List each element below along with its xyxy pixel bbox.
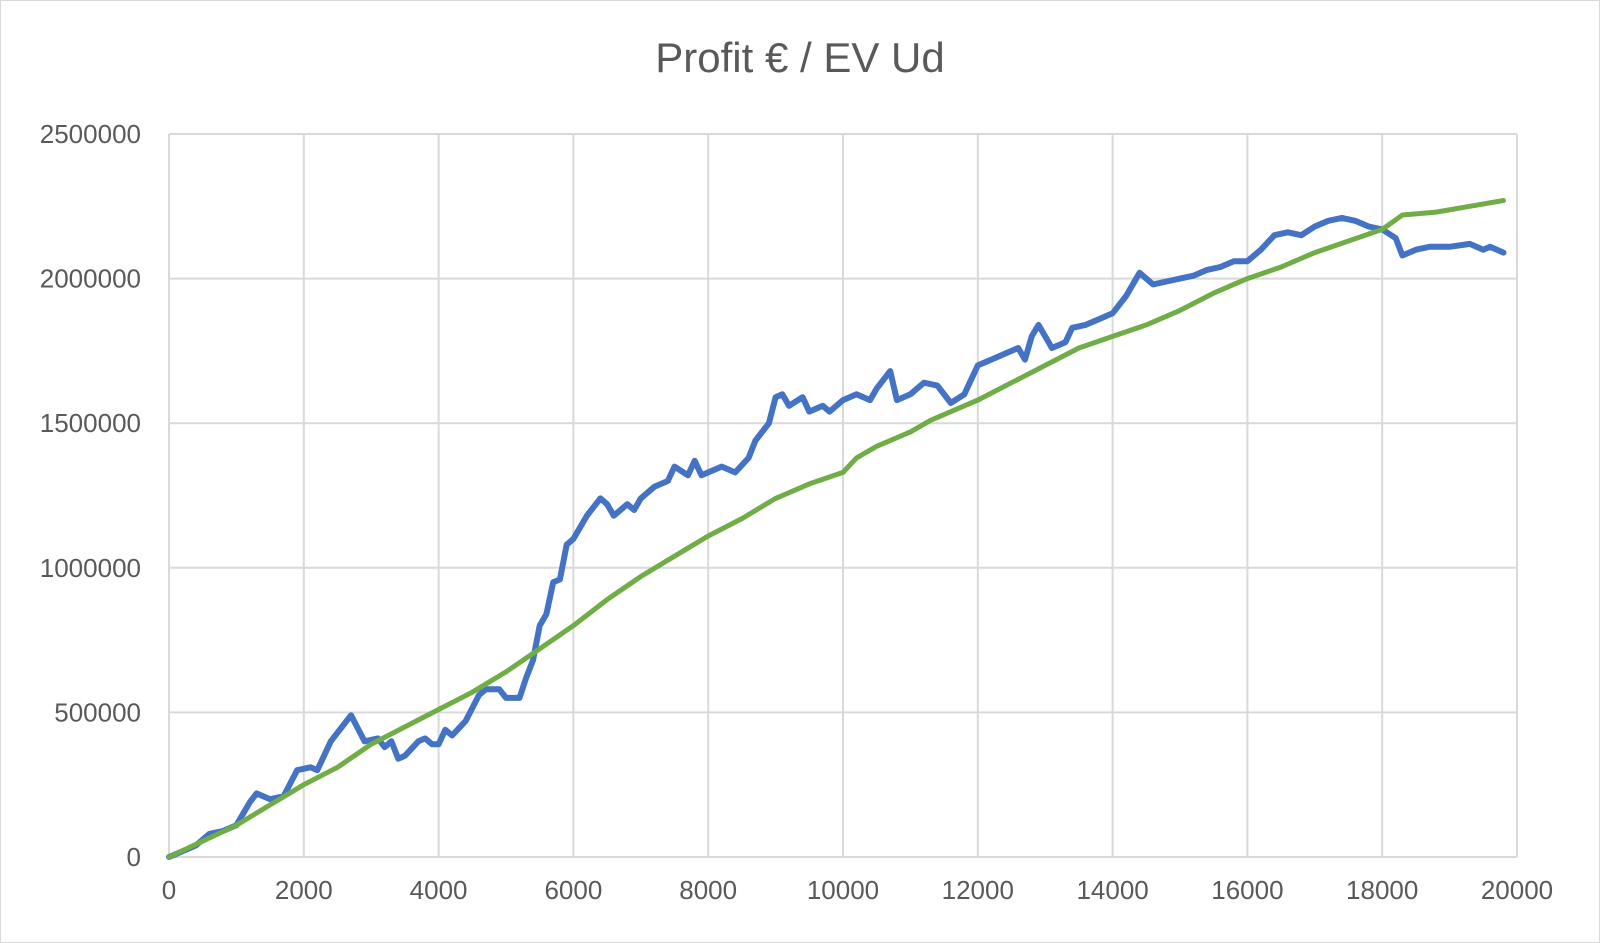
x-tick-label: 16000 [1211,875,1283,905]
series-lines [166,198,1507,860]
y-tick-label: 2500000 [40,119,141,149]
y-tick-label: 1500000 [40,408,141,438]
x-tick-label: 2000 [275,875,333,905]
x-tick-label: 12000 [942,875,1014,905]
x-tick-label: 6000 [544,875,602,905]
y-axis-ticks: 0 500000 1000000 1500000 2000000 2500000 [40,119,141,872]
x-tick-label: 0 [162,875,176,905]
x-tick-label: 18000 [1346,875,1418,905]
x-tick-label: 10000 [807,875,879,905]
x-axis-ticks: 0 2000 4000 6000 8000 10000 12000 14000 16000 180… [162,875,1553,905]
y-tick-label: 2000000 [40,264,141,294]
x-tick-label: 4000 [410,875,468,905]
y-tick-label: 1000000 [40,553,141,583]
x-tick-label: 20000 [1481,875,1553,905]
y-tick-label: 0 [127,842,141,872]
x-tick-label: 14000 [1076,875,1148,905]
chart-title: Profit € / EV Ud [655,34,945,81]
series-line-2 [166,198,1506,860]
x-tick-label: 8000 [679,875,737,905]
grid-lines [168,133,1518,858]
y-tick-label: 500000 [54,697,141,727]
series-line-1 [166,214,1507,860]
